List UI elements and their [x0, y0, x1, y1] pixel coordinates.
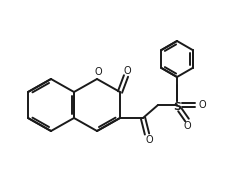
- Text: O: O: [94, 67, 102, 77]
- Text: O: O: [183, 121, 191, 131]
- Text: O: O: [198, 100, 206, 110]
- Text: O: O: [123, 66, 131, 76]
- Text: S: S: [173, 102, 181, 112]
- Text: O: O: [145, 135, 153, 145]
